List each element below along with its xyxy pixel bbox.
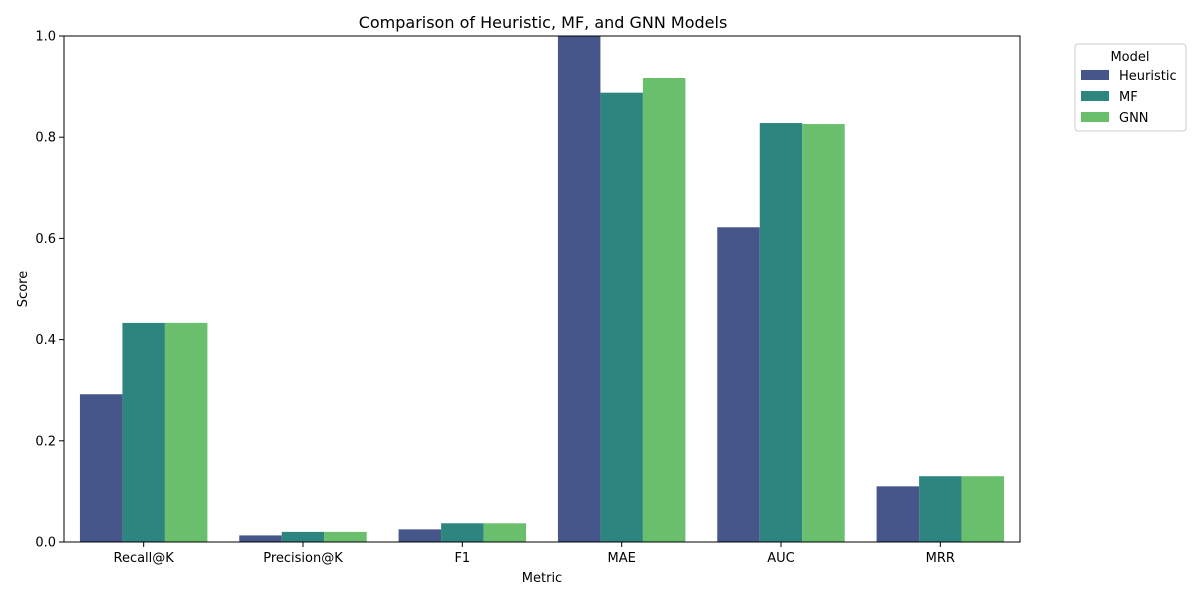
x-tick-label: AUC (767, 551, 795, 566)
legend-title: Model (1110, 50, 1149, 65)
legend-label-mf: MF (1119, 90, 1138, 105)
legend-label-gnn: GNN (1119, 111, 1149, 126)
bar-gnn-mae (642, 77, 686, 543)
y-tick-label: 0.0 (35, 536, 56, 551)
x-tick-label: F1 (454, 551, 470, 566)
bar-mf-f1 (441, 523, 484, 542)
y-ticks-group: 0.0 0.2 0.4 0.6 0.8 1.0 (35, 30, 64, 551)
bar-mf-auc (759, 123, 803, 543)
bar-gnn-mrr (961, 476, 1005, 542)
x-tick-label: MAE (608, 551, 636, 566)
y-tick-label: 0.4 (35, 333, 56, 348)
x-ticks-group: Recall@K Precision@K F1 MAE AUC MRR (114, 542, 955, 566)
bar-gnn-recall-k (164, 322, 208, 542)
bar-gnn-precision-k (324, 531, 367, 542)
x-tick-label: Recall@K (114, 551, 175, 566)
legend: Model Heuristic MF GNN (1074, 43, 1187, 132)
legend-swatch-mf (1081, 91, 1109, 101)
y-tick-label: 1.0 (35, 30, 56, 45)
bar-heuristic-mae (557, 36, 601, 542)
bar-heuristic-precision-k (239, 535, 282, 542)
legend-label-heuristic: Heuristic (1119, 69, 1177, 84)
x-tick-label: Precision@K (263, 551, 343, 566)
plot-frame (63, 35, 1021, 543)
y-tick-label: 0.2 (35, 434, 56, 449)
chart-title: Comparison of Heuristic, MF, and GNN Mod… (359, 13, 728, 32)
x-axis-label: Metric (522, 571, 562, 586)
bar-mf-mae (600, 92, 643, 542)
legend-items: Heuristic MF GNN (1081, 69, 1177, 126)
bars-group (79, 36, 1005, 543)
bar-gnn-auc (802, 124, 845, 542)
y-tick-label: 0.8 (35, 131, 56, 146)
bar-heuristic-f1 (398, 529, 442, 542)
y-axis-label: Score (16, 271, 31, 307)
bar-mf-mrr (919, 476, 962, 542)
legend-swatch-heuristic (1081, 70, 1109, 80)
bar-heuristic-auc (717, 227, 760, 542)
legend-swatch-gnn (1081, 112, 1109, 122)
y-tick-label: 0.6 (35, 232, 56, 247)
x-tick-label: MRR (926, 551, 955, 566)
bar-heuristic-recall-k (79, 394, 123, 542)
bar-heuristic-mrr (876, 486, 920, 542)
bar-mf-recall-k (122, 322, 165, 542)
bar-gnn-f1 (483, 523, 527, 542)
legend-frame (1074, 43, 1187, 132)
bar-mf-precision-k (281, 531, 325, 542)
